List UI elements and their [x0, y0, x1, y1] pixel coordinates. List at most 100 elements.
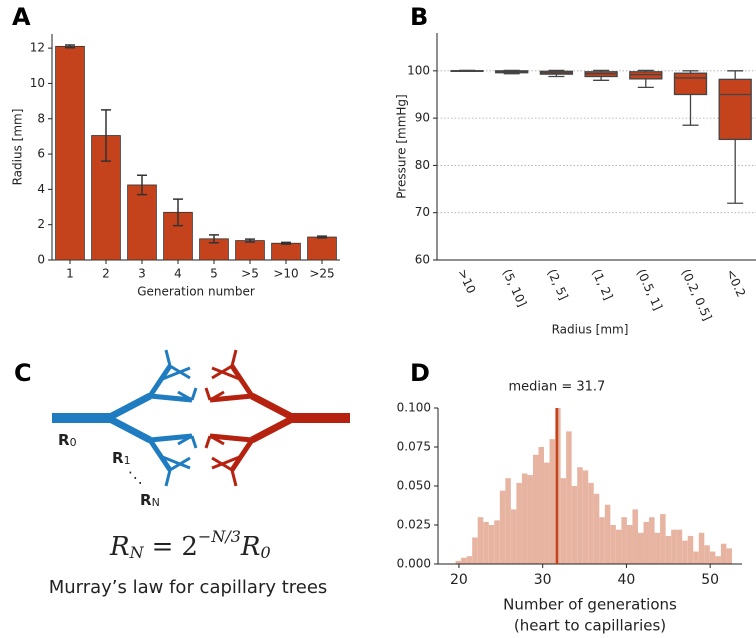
error-bar [209, 234, 219, 244]
x-tick-label: 5 [210, 267, 218, 281]
panel-label: C [14, 359, 32, 387]
hist-bar [654, 532, 661, 564]
eq-part: 2 [181, 532, 198, 562]
hist-bar [461, 557, 467, 564]
x-axis-label: Generation number [137, 285, 255, 299]
hist-bar [637, 532, 644, 564]
box [629, 71, 663, 80]
hist-bar [521, 473, 528, 564]
x-axis-label: Radius [mm] [552, 323, 629, 337]
label-base: R [112, 449, 124, 467]
y-tick-label: 0.000 [397, 557, 431, 571]
label-base: R [58, 431, 70, 449]
y-tick-label: 4 [37, 182, 45, 196]
hist-bar [599, 517, 605, 564]
panel-label: D [410, 359, 430, 387]
equation: RN = 2−N/3R0 [109, 527, 271, 563]
y-tick-label: 0.050 [397, 479, 431, 493]
hist-bar [610, 525, 616, 564]
y-tick-label: 90 [415, 111, 430, 125]
x-tick-label: >10 [273, 267, 298, 281]
y-tick-label: 8 [37, 111, 45, 125]
hist-bar [466, 556, 473, 564]
hist-bar [709, 551, 716, 564]
hist-bar [538, 447, 545, 564]
error-bar [137, 174, 147, 196]
y-tick-label: 12 [30, 41, 45, 55]
hist-bar [488, 525, 495, 564]
y-tick-label: 0.025 [397, 518, 431, 532]
x-tick-label: <0.2 [723, 267, 748, 299]
y-tick-label: 2 [37, 217, 45, 231]
hist-bar [671, 529, 677, 564]
eq-part: −N/3 [198, 527, 241, 546]
error-bar [317, 235, 327, 239]
hist-bar [626, 525, 633, 564]
hist-bar [693, 551, 699, 564]
eq-part: R [109, 532, 130, 562]
error-bar [281, 241, 291, 245]
red-tree [204, 349, 350, 487]
hist-bar [455, 560, 462, 564]
x-axis-label: Number of generations [503, 596, 677, 614]
x-tick-label: >5 [241, 267, 259, 281]
x-tick-label: 30 [534, 572, 552, 588]
x-tick-label: 50 [701, 572, 719, 588]
hist-bar [720, 543, 727, 564]
radius-label: R1 [112, 449, 131, 468]
x-tick-label: 20 [450, 572, 468, 588]
label-sub: N [152, 496, 160, 509]
x-tick-label: (0.5, 1] [634, 267, 665, 313]
x-tick-label: 1 [66, 267, 74, 281]
hist-bar [698, 532, 705, 564]
ellipsis: ⋱ [128, 469, 143, 487]
caption: Murray’s law for capillary trees [49, 577, 328, 598]
hist-bar [505, 478, 511, 564]
radius-label: R0 [58, 431, 77, 450]
hist-bar [665, 535, 672, 564]
hist-bar [549, 439, 556, 564]
y-axis-label: Pressure [mmHg] [395, 94, 409, 198]
x-tick-label: 40 [618, 572, 636, 588]
hist-bar [510, 509, 517, 564]
y-tick-label: 10 [30, 76, 45, 90]
hist-bar [532, 454, 539, 564]
radius-label: RN [140, 491, 160, 510]
x-tick-label: >10 [455, 267, 478, 296]
hist-bar [726, 548, 732, 564]
bar [307, 236, 337, 261]
hist-bar [687, 535, 694, 564]
hist-bar [588, 482, 594, 564]
x-axis-label: (heart to capillaries) [514, 617, 666, 635]
eq-part: N [129, 543, 145, 562]
bar [235, 240, 265, 261]
eq-part: 0 [260, 543, 270, 562]
x-tick-label: >25 [309, 267, 334, 281]
x-tick-label: 4 [174, 267, 182, 281]
hist-bar [676, 529, 683, 564]
hist-bar [682, 540, 688, 564]
blue-tree [52, 349, 198, 487]
label-sub: 1 [124, 454, 131, 467]
panel-label: B [410, 3, 428, 31]
error-bar [173, 198, 183, 227]
error-bar [101, 109, 111, 162]
y-tick-label: 70 [415, 205, 430, 219]
y-axis-label: Radius [mm] [11, 109, 25, 186]
y-tick-label: 0 [37, 253, 45, 267]
x-tick-label: 3 [138, 267, 146, 281]
hist-bar [621, 517, 627, 564]
hist-bar [604, 504, 611, 564]
hist-bar [571, 486, 578, 564]
hist-bar [660, 514, 666, 564]
hist-bar [715, 556, 721, 564]
x-tick-label: (2, 5] [545, 267, 571, 302]
y-tick-label: 60 [415, 253, 430, 267]
label-sub: 0 [70, 436, 77, 449]
y-tick-label: 100 [407, 63, 430, 77]
hist-bar [643, 521, 650, 564]
x-tick-label: (1, 2] [589, 267, 615, 302]
annotation: median = 31.7 [508, 380, 605, 395]
hist-bar [544, 462, 550, 564]
